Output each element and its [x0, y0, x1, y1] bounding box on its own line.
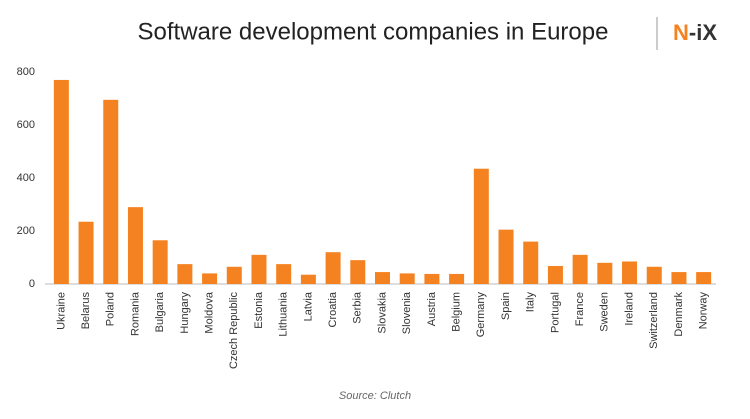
bar — [103, 99, 119, 284]
x-tick-label: Italy — [525, 292, 537, 313]
bar — [646, 266, 662, 284]
bar — [671, 272, 687, 284]
y-tick-label: 600 — [17, 119, 35, 131]
x-tick-label: Czech Republic — [228, 292, 240, 370]
x-tick-label: Latvia — [302, 291, 314, 321]
bar — [350, 260, 366, 284]
x-tick-label: Lithuania — [278, 291, 290, 337]
logo-part: X — [702, 20, 717, 45]
bar — [622, 261, 638, 284]
bar — [127, 207, 143, 284]
bar — [375, 272, 390, 284]
x-tick-label: Austria — [426, 291, 438, 326]
bar — [473, 168, 489, 284]
bar — [547, 265, 563, 284]
logo-part: N — [673, 20, 689, 45]
bar — [325, 252, 341, 284]
logo-part: -i — [689, 20, 702, 45]
x-tick-label: France — [574, 292, 586, 326]
x-tick-label: Slovakia — [376, 291, 388, 333]
bar — [572, 254, 588, 284]
x-tick-label: Norway — [698, 292, 710, 330]
bar — [399, 273, 415, 284]
x-tick-label: Romania — [129, 291, 141, 336]
bar — [498, 229, 514, 284]
bar — [597, 262, 613, 284]
x-tick-label: Belgium — [451, 292, 463, 332]
x-tick-label: Moldova — [203, 291, 215, 333]
x-tick-label: Hungary — [179, 292, 191, 334]
x-tick-label: Serbia — [352, 291, 364, 324]
bar — [226, 266, 242, 284]
bar — [152, 240, 168, 284]
x-tick-label: Belarus — [80, 292, 92, 330]
y-tick-label: 200 — [17, 225, 35, 237]
y-tick-label: 0 — [29, 278, 35, 290]
x-tick-label: Switzerland — [648, 292, 660, 349]
bar — [53, 79, 69, 284]
chart-title: Software development companies in Europe — [138, 18, 609, 45]
x-tick-label: Estonia — [253, 291, 265, 329]
x-tick-label: Denmark — [673, 292, 685, 337]
bar — [202, 273, 218, 284]
bar — [251, 254, 267, 284]
x-tick-label: Ireland — [623, 292, 635, 326]
bar — [523, 241, 539, 284]
bar — [177, 264, 193, 284]
logo: N-iX — [673, 20, 717, 45]
bar — [78, 221, 94, 284]
x-tick-label: Spain — [500, 292, 512, 320]
bar — [276, 264, 292, 284]
x-tick-label: Poland — [105, 292, 117, 326]
bar — [696, 272, 712, 284]
x-tick-label: Slovenia — [401, 291, 413, 334]
x-tick-label: Germany — [475, 292, 487, 338]
bar — [424, 273, 440, 284]
bar — [449, 273, 465, 284]
y-tick-label: 400 — [17, 172, 35, 184]
bar — [300, 274, 316, 284]
x-tick-label: Sweden — [599, 292, 611, 332]
source: Source: Clutch — [339, 390, 411, 402]
y-tick-label: 800 — [17, 66, 35, 78]
x-tick-label: Bulgaria — [154, 291, 166, 332]
x-tick-label: Croatia — [327, 291, 339, 327]
x-tick-label: Portugal — [549, 292, 561, 333]
x-tick-label: Ukraine — [55, 292, 67, 330]
